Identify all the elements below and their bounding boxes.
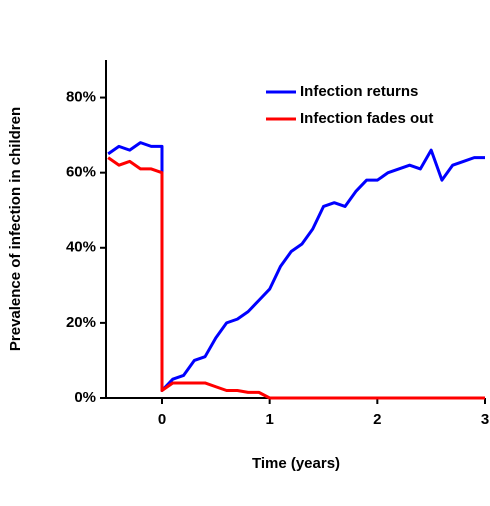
x-tick-label: 2 bbox=[373, 411, 381, 428]
y-tick-label: 0% bbox=[74, 389, 96, 406]
x-tick-label: 0 bbox=[158, 411, 166, 428]
x-tick-label: 3 bbox=[481, 411, 489, 428]
y-tick-label: 40% bbox=[66, 239, 96, 256]
x-axis-label: Time (years) bbox=[252, 455, 340, 472]
legend-label: Infection fades out bbox=[300, 110, 433, 127]
y-tick-label: 80% bbox=[66, 89, 96, 106]
y-axis-label: Prevalence of infection in children bbox=[7, 107, 24, 351]
series-line bbox=[107, 141, 485, 392]
y-tick-label: 60% bbox=[66, 164, 96, 181]
x-tick-label: 1 bbox=[265, 411, 273, 428]
y-tick-label: 20% bbox=[66, 314, 96, 331]
legend-label: Infection returns bbox=[300, 83, 418, 100]
series-line bbox=[107, 156, 485, 400]
